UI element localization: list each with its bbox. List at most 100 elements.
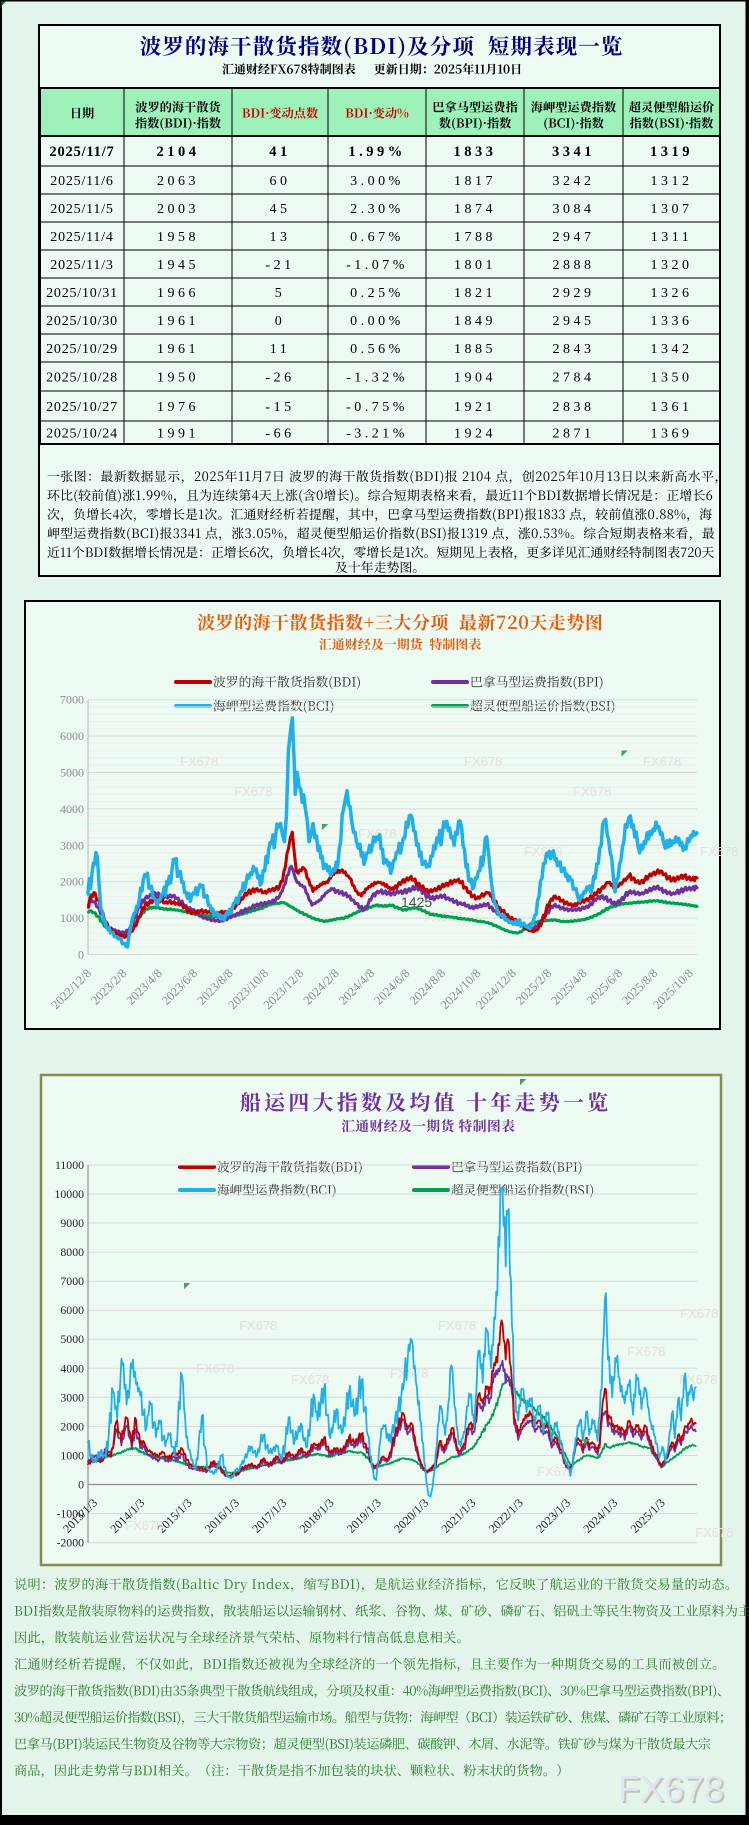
svg-text:5000: 5000 bbox=[60, 1332, 84, 1346]
svg-text:1000: 1000 bbox=[60, 911, 84, 925]
svg-text:2000: 2000 bbox=[60, 875, 84, 889]
svg-text:1885: 1885 bbox=[454, 342, 496, 357]
svg-text:1.99%: 1.99% bbox=[348, 144, 405, 160]
svg-text:0.67%: 0.67% bbox=[350, 230, 404, 245]
svg-text:1991: 1991 bbox=[157, 427, 199, 442]
svg-text:-1000: -1000 bbox=[56, 1507, 84, 1521]
svg-text:FX678: FX678 bbox=[524, 844, 562, 859]
svg-text:1976: 1976 bbox=[157, 400, 199, 415]
svg-text:0: 0 bbox=[275, 314, 286, 329]
svg-text:5: 5 bbox=[275, 286, 286, 301]
svg-text:FX678: FX678 bbox=[390, 1366, 428, 1381]
svg-text:1961: 1961 bbox=[157, 314, 199, 329]
svg-text:-2000: -2000 bbox=[56, 1536, 84, 1550]
svg-text:3242: 3242 bbox=[553, 174, 595, 189]
svg-text:5000: 5000 bbox=[60, 766, 84, 780]
svg-text:FX678: FX678 bbox=[125, 1518, 163, 1533]
svg-text:0.56%: 0.56% bbox=[350, 342, 404, 357]
svg-text:FX678: FX678 bbox=[573, 784, 611, 799]
svg-text:FX678: FX678 bbox=[627, 1344, 665, 1359]
svg-text:2025/10/30: 2025/10/30 bbox=[46, 314, 118, 329]
svg-text:FX678: FX678 bbox=[618, 1768, 724, 1809]
svg-text:1307: 1307 bbox=[651, 202, 693, 217]
svg-text:2945: 2945 bbox=[553, 314, 595, 329]
svg-text:-26: -26 bbox=[265, 371, 294, 386]
svg-text:1950: 1950 bbox=[157, 371, 199, 386]
svg-text:3084: 3084 bbox=[553, 202, 595, 217]
svg-text:2003: 2003 bbox=[157, 202, 199, 217]
svg-text:1361: 1361 bbox=[651, 400, 693, 415]
svg-text:-66: -66 bbox=[265, 427, 294, 442]
svg-text:2.30%: 2.30% bbox=[350, 202, 404, 217]
svg-text:-1.32%: -1.32% bbox=[346, 371, 408, 386]
svg-text:1788: 1788 bbox=[454, 230, 496, 245]
svg-text:1961: 1961 bbox=[157, 342, 199, 357]
svg-text:FX678: FX678 bbox=[620, 1770, 726, 1811]
svg-text:0: 0 bbox=[78, 1478, 84, 1492]
svg-text:0: 0 bbox=[78, 948, 84, 962]
svg-text:1311: 1311 bbox=[651, 230, 692, 245]
svg-text:1326: 1326 bbox=[651, 286, 693, 301]
svg-text:FX678: FX678 bbox=[358, 826, 396, 841]
svg-text:1319: 1319 bbox=[650, 144, 693, 160]
svg-text:1945: 1945 bbox=[157, 258, 199, 273]
svg-text:1833: 1833 bbox=[454, 144, 497, 160]
svg-text:45: 45 bbox=[270, 202, 291, 217]
svg-text:4000: 4000 bbox=[60, 802, 84, 816]
svg-text:FX678: FX678 bbox=[291, 1372, 329, 1387]
svg-text:3.00%: 3.00% bbox=[350, 174, 404, 189]
svg-text:1369: 1369 bbox=[651, 427, 693, 442]
svg-text:1425: 1425 bbox=[401, 894, 432, 910]
svg-text:6000: 6000 bbox=[60, 729, 84, 743]
svg-text:FX678: FX678 bbox=[234, 784, 272, 799]
svg-text:2025/10/29: 2025/10/29 bbox=[46, 342, 118, 357]
svg-text:-21: -21 bbox=[265, 258, 294, 273]
svg-text:2025/11/4: 2025/11/4 bbox=[50, 230, 113, 245]
svg-text:1958: 1958 bbox=[157, 230, 199, 245]
svg-text:-3.21%: -3.21% bbox=[346, 427, 408, 442]
svg-text:4000: 4000 bbox=[60, 1361, 84, 1375]
svg-text:FX678: FX678 bbox=[180, 754, 218, 769]
svg-text:1817: 1817 bbox=[454, 174, 496, 189]
svg-text:1000: 1000 bbox=[60, 1449, 84, 1463]
svg-text:1342: 1342 bbox=[651, 342, 693, 357]
svg-text:0.00%: 0.00% bbox=[350, 314, 404, 329]
svg-text:-0.75%: -0.75% bbox=[346, 400, 408, 415]
svg-text:6000: 6000 bbox=[60, 1303, 84, 1317]
svg-text:1921: 1921 bbox=[454, 400, 496, 415]
svg-text:3000: 3000 bbox=[60, 1390, 84, 1404]
svg-text:13: 13 bbox=[270, 230, 291, 245]
svg-text:2104: 2104 bbox=[157, 144, 200, 160]
svg-text:2784: 2784 bbox=[553, 371, 595, 386]
svg-text:-15: -15 bbox=[265, 400, 294, 415]
svg-text:7000: 7000 bbox=[60, 1274, 84, 1288]
svg-text:7000: 7000 bbox=[60, 693, 84, 707]
svg-text:1312: 1312 bbox=[651, 174, 693, 189]
svg-text:2929: 2929 bbox=[553, 286, 595, 301]
svg-text:2947: 2947 bbox=[553, 230, 595, 245]
svg-text:FX678: FX678 bbox=[438, 1318, 476, 1333]
svg-text:1966: 1966 bbox=[157, 286, 199, 301]
svg-text:2000: 2000 bbox=[60, 1419, 84, 1433]
svg-text:FX678: FX678 bbox=[239, 1318, 277, 1333]
svg-text:11000: 11000 bbox=[55, 1158, 84, 1172]
svg-text:1801: 1801 bbox=[454, 258, 496, 273]
svg-text:1320: 1320 bbox=[651, 258, 693, 273]
svg-text:2838: 2838 bbox=[553, 400, 595, 415]
svg-text:2025/10/31: 2025/10/31 bbox=[46, 286, 118, 301]
svg-text:1849: 1849 bbox=[454, 314, 496, 329]
svg-text:60: 60 bbox=[270, 174, 291, 189]
svg-text:2025/11/6: 2025/11/6 bbox=[50, 174, 113, 189]
svg-text:0.25%: 0.25% bbox=[350, 286, 404, 301]
svg-text:2025/11/3: 2025/11/3 bbox=[50, 258, 113, 273]
svg-text:FX678: FX678 bbox=[643, 754, 681, 769]
svg-text:FX678: FX678 bbox=[464, 754, 502, 769]
svg-text:1904: 1904 bbox=[454, 371, 496, 386]
svg-text:2843: 2843 bbox=[553, 342, 595, 357]
svg-text:2025/10/28: 2025/10/28 bbox=[46, 371, 118, 386]
svg-text:1821: 1821 bbox=[454, 286, 496, 301]
svg-text:1350: 1350 bbox=[651, 371, 693, 386]
svg-text:2025/10/27: 2025/10/27 bbox=[46, 400, 118, 415]
svg-text:2063: 2063 bbox=[157, 174, 199, 189]
svg-text:11: 11 bbox=[270, 342, 290, 357]
